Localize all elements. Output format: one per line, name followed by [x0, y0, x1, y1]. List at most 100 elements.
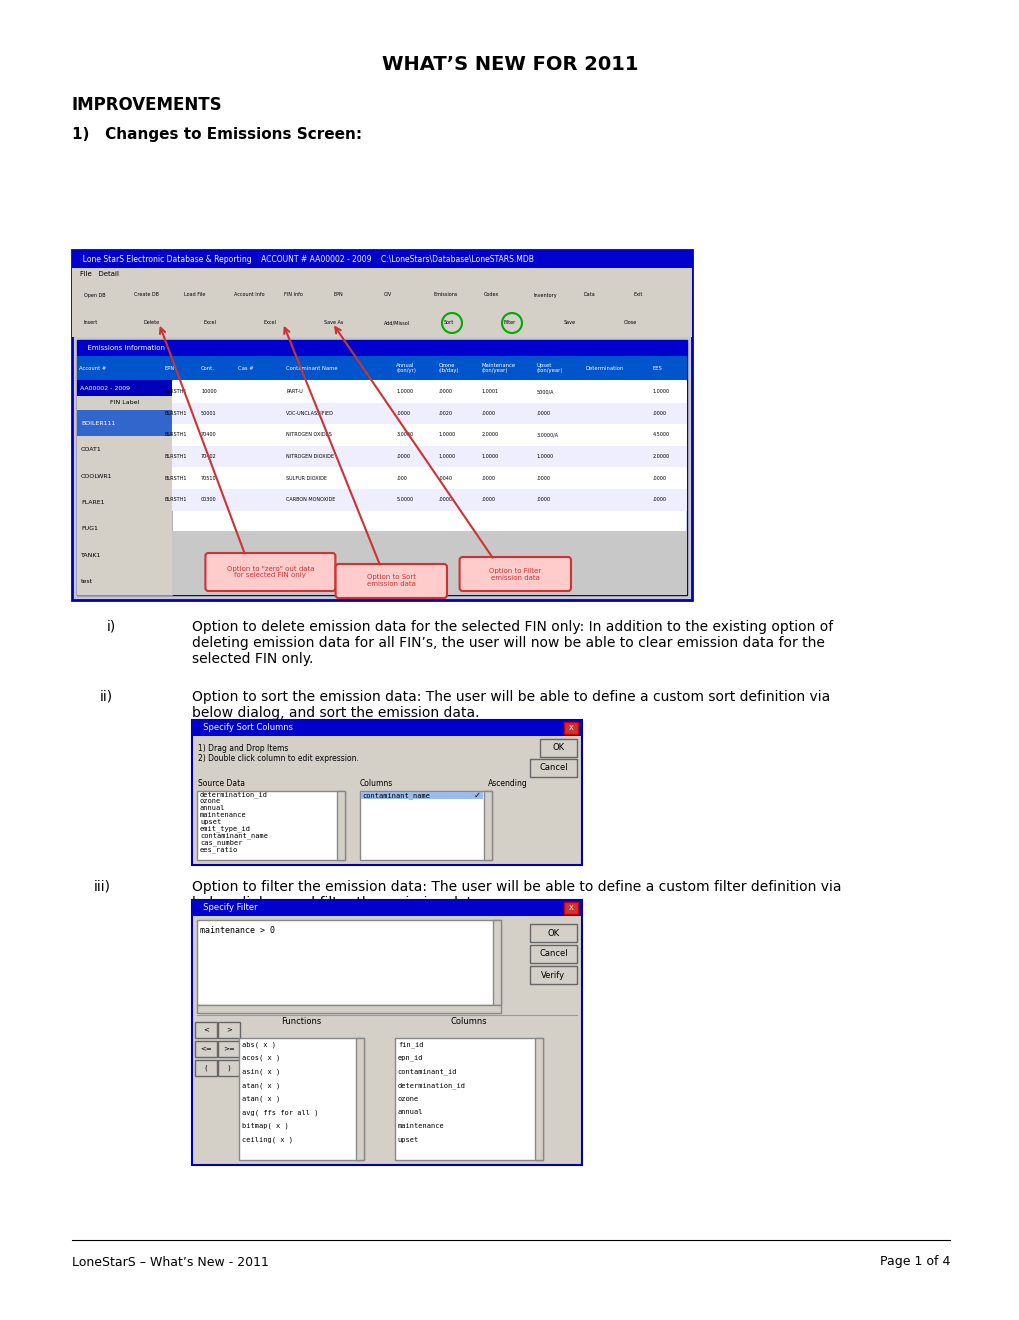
Text: 3.0000: 3.0000: [395, 433, 413, 437]
Text: NITROGEN OXIDES: NITROGEN OXIDES: [286, 433, 332, 437]
Text: BLRSTH1: BLRSTH1: [164, 411, 186, 416]
Text: Excel: Excel: [204, 321, 217, 326]
Text: Verify: Verify: [541, 970, 565, 979]
Text: abs( x ): abs( x ): [242, 1041, 275, 1048]
Text: X: X: [568, 725, 573, 731]
Text: .0000: .0000: [481, 411, 495, 416]
Text: Specify Sort Columns: Specify Sort Columns: [198, 723, 292, 733]
FancyBboxPatch shape: [197, 791, 344, 861]
FancyBboxPatch shape: [76, 569, 171, 595]
Text: avg( ffs for all ): avg( ffs for all ): [242, 1109, 318, 1115]
FancyBboxPatch shape: [76, 380, 171, 396]
Text: Cas #: Cas #: [237, 366, 253, 371]
FancyBboxPatch shape: [337, 791, 344, 861]
Text: epn_id: epn_id: [397, 1055, 423, 1061]
Text: ): ): [227, 1064, 230, 1071]
Text: BLRSTH1: BLRSTH1: [164, 475, 186, 480]
Text: Functions: Functions: [281, 1018, 321, 1027]
Text: .0000: .0000: [536, 411, 550, 416]
FancyBboxPatch shape: [76, 437, 171, 463]
FancyBboxPatch shape: [530, 759, 577, 777]
Text: OK: OK: [552, 743, 564, 752]
Text: maintenance > 0: maintenance > 0: [200, 927, 275, 935]
FancyBboxPatch shape: [484, 791, 492, 861]
Text: COOLWR1: COOLWR1: [81, 474, 112, 479]
Text: <=: <=: [200, 1045, 212, 1052]
Text: Codex: Codex: [484, 293, 498, 297]
Text: Maintenance
(ton/year): Maintenance (ton/year): [481, 363, 516, 374]
Text: Ozone
(lb/day): Ozone (lb/day): [438, 363, 460, 374]
Text: Option to "zero" out data
for selected FIN only: Option to "zero" out data for selected F…: [226, 565, 314, 578]
FancyBboxPatch shape: [195, 1060, 217, 1076]
FancyBboxPatch shape: [171, 446, 687, 467]
Text: .0000: .0000: [438, 498, 452, 503]
Text: 1.0000: 1.0000: [395, 389, 413, 395]
Text: ceiling( x ): ceiling( x ): [242, 1137, 292, 1143]
FancyBboxPatch shape: [493, 920, 500, 1005]
Text: AA00002 - 2009: AA00002 - 2009: [79, 385, 130, 391]
FancyBboxPatch shape: [171, 381, 687, 403]
FancyBboxPatch shape: [195, 1040, 217, 1057]
Text: LoneStarS – What’s New - 2011: LoneStarS – What’s New - 2011: [72, 1255, 269, 1269]
Text: .0000: .0000: [481, 498, 495, 503]
Text: determination_id: determination_id: [200, 791, 268, 797]
Text: Delete: Delete: [144, 321, 160, 326]
Text: determination_id: determination_id: [397, 1082, 466, 1089]
Text: SULFUR DIOXIDE: SULFUR DIOXIDE: [286, 475, 327, 480]
Text: 2.0000: 2.0000: [481, 433, 498, 437]
Text: PART-U: PART-U: [286, 389, 303, 395]
Text: OK: OK: [547, 928, 559, 937]
Text: 70400: 70400: [201, 433, 216, 437]
Text: BOILER111: BOILER111: [81, 421, 115, 426]
FancyBboxPatch shape: [361, 792, 483, 799]
Text: CARBON MONOXIDE: CARBON MONOXIDE: [286, 498, 335, 503]
Text: atan( x ): atan( x ): [242, 1082, 280, 1089]
Text: NITROGEN DIOXIDE: NITROGEN DIOXIDE: [286, 454, 334, 459]
Text: Cancel: Cancel: [539, 763, 568, 772]
Text: Columns: Columns: [450, 1018, 487, 1027]
Text: Save As: Save As: [324, 321, 343, 326]
Text: X: X: [568, 906, 573, 911]
Text: i): i): [107, 620, 116, 634]
Text: CIV: CIV: [383, 293, 392, 297]
FancyBboxPatch shape: [192, 719, 582, 865]
Text: asin( x ): asin( x ): [242, 1068, 280, 1074]
FancyBboxPatch shape: [72, 249, 691, 268]
FancyBboxPatch shape: [218, 1040, 239, 1057]
Text: iii): iii): [94, 880, 111, 894]
Text: FUG1: FUG1: [81, 527, 98, 532]
FancyBboxPatch shape: [539, 739, 577, 756]
FancyBboxPatch shape: [72, 281, 691, 309]
Text: Save: Save: [564, 321, 576, 326]
FancyBboxPatch shape: [535, 1038, 542, 1160]
FancyBboxPatch shape: [171, 424, 687, 446]
Text: Option to Filter
emission data: Option to Filter emission data: [489, 568, 541, 581]
Text: EPN: EPN: [333, 293, 343, 297]
Text: 10000: 10000: [201, 389, 216, 395]
FancyBboxPatch shape: [564, 722, 578, 734]
Text: COAT1: COAT1: [81, 447, 102, 453]
Text: TANK1: TANK1: [81, 553, 101, 558]
FancyBboxPatch shape: [195, 1022, 217, 1038]
Text: .0040: .0040: [438, 475, 452, 480]
Text: BLRSTH1: BLRSTH1: [164, 498, 186, 503]
FancyBboxPatch shape: [192, 900, 582, 916]
Text: 1) Drag and Drop Items: 1) Drag and Drop Items: [198, 744, 288, 752]
Text: ozone: ozone: [200, 799, 221, 804]
FancyBboxPatch shape: [72, 309, 691, 337]
Text: BLRSTH1: BLRSTH1: [164, 389, 186, 395]
Text: .0000: .0000: [395, 454, 410, 459]
Text: .0000: .0000: [652, 475, 665, 480]
Text: 4.5000: 4.5000: [652, 433, 668, 437]
Text: Account #: Account #: [78, 366, 106, 371]
Text: Data: Data: [584, 293, 595, 297]
FancyBboxPatch shape: [530, 966, 577, 983]
Text: IMPROVEMENTS: IMPROVEMENTS: [72, 96, 222, 114]
FancyBboxPatch shape: [76, 463, 171, 490]
Text: cas_number: cas_number: [200, 840, 243, 846]
FancyBboxPatch shape: [356, 1038, 363, 1160]
Text: .0000: .0000: [652, 411, 665, 416]
Text: annual: annual: [200, 805, 225, 812]
FancyBboxPatch shape: [218, 1060, 239, 1076]
Text: .000: .000: [395, 475, 407, 480]
